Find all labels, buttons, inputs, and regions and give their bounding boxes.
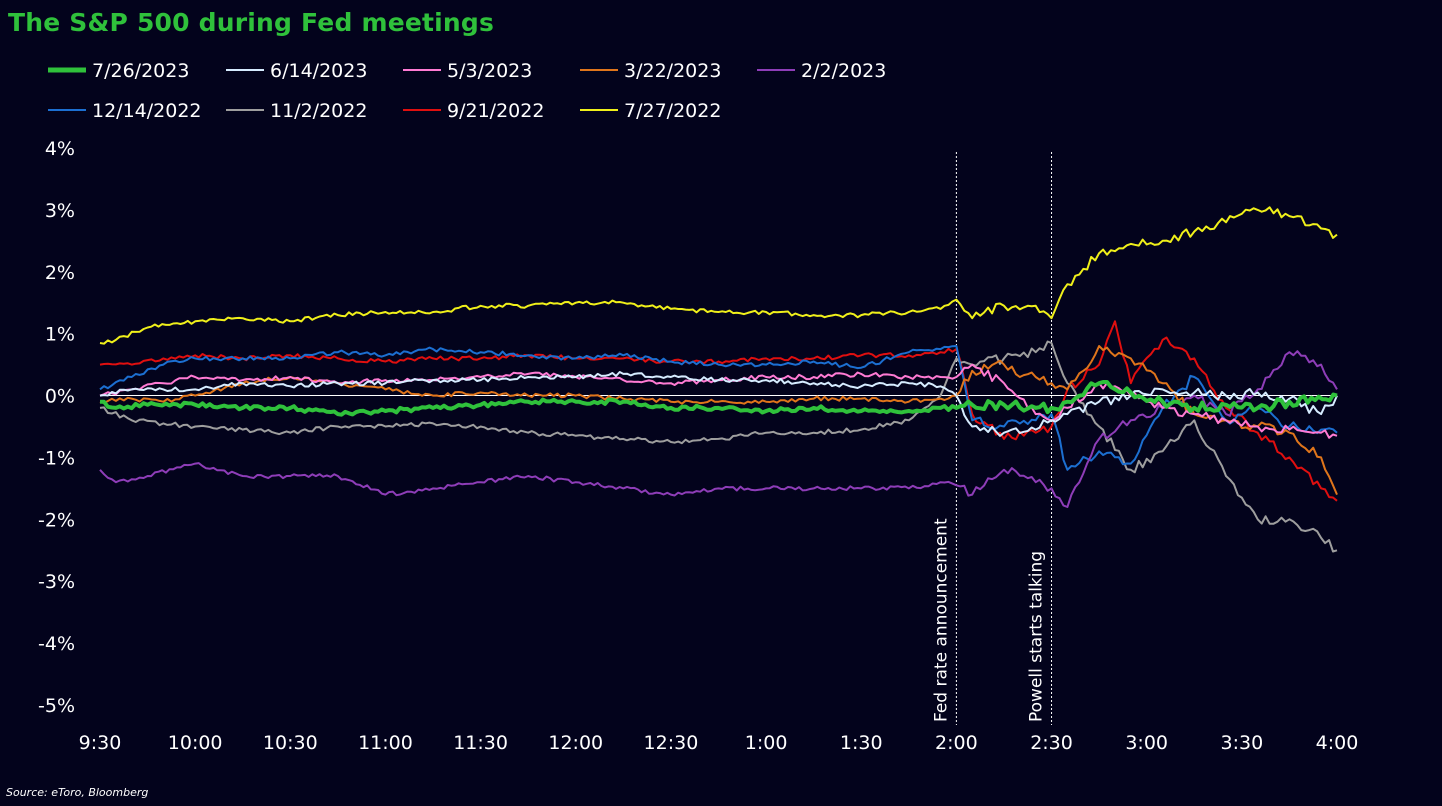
source-note: Source: eToro, Bloomberg [6, 786, 149, 799]
legend-label: 2/2/2023 [801, 60, 886, 82]
plot-lines [99, 206, 1338, 553]
legend-label: 12/14/2022 [92, 100, 202, 122]
legend-label: 7/26/2023 [92, 60, 189, 82]
x-tick-label: 9:30 [79, 732, 122, 754]
x-tick-label: 10:00 [168, 732, 223, 754]
x-tick-label: 11:00 [358, 732, 413, 754]
x-tick-label: 1:30 [840, 732, 883, 754]
legend-label: 9/21/2022 [447, 100, 544, 122]
legend-label: 3/22/2023 [624, 60, 721, 82]
series-line-3-22-2023 [99, 345, 1338, 495]
x-tick-label: 12:30 [644, 732, 699, 754]
x-axis: 9:30 10:00 10:30 11:00 11:30 12:00 12:30 1:00 1:… [79, 732, 1359, 754]
series-line-12-14-2022 [99, 345, 1338, 471]
y-tick-label: 3% [45, 200, 75, 222]
annotation-label: Powell starts talking [1027, 551, 1047, 722]
x-tick-label: 10:30 [263, 732, 318, 754]
y-tick-label: 4% [45, 138, 75, 160]
y-tick-label: -4% [38, 633, 75, 655]
x-tick-label: 2:30 [1030, 732, 1073, 754]
annotation-label: Fed rate announcement [931, 518, 951, 722]
y-tick-label: -1% [38, 447, 75, 469]
x-tick-label: 12:00 [548, 732, 603, 754]
legend-label: 11/2/2022 [270, 100, 367, 122]
series-line-7-27-2022 [99, 206, 1338, 345]
series-line-7-26-2023 [99, 380, 1338, 417]
x-tick-label: 1:00 [745, 732, 788, 754]
series-line-5-3-2023 [99, 363, 1338, 439]
y-tick-label: -3% [38, 571, 75, 593]
x-tick-label: 3:30 [1221, 732, 1264, 754]
x-tick-label: 2:00 [935, 732, 978, 754]
series-line-11-2-2022 [99, 340, 1338, 553]
x-tick-label: 3:00 [1125, 732, 1168, 754]
y-tick-label: -5% [38, 695, 75, 717]
legend-label: 5/3/2023 [447, 60, 532, 82]
y-tick-label: -2% [38, 509, 75, 531]
y-tick-label: 0% [45, 386, 75, 408]
y-tick-label: 1% [45, 324, 75, 346]
chart-title: The S&P 500 during Fed meetings [8, 8, 495, 37]
y-axis: 4% 3% 2% 1% 0% -1% -2% -3% -4% -5% [38, 138, 75, 717]
x-tick-label: 11:30 [453, 732, 508, 754]
annotations: Fed rate announcement Powell starts talki… [931, 152, 1053, 725]
x-tick-label: 4:00 [1316, 732, 1359, 754]
legend-label: 7/27/2022 [624, 100, 721, 122]
y-tick-label: 2% [45, 262, 75, 284]
legend-label: 6/14/2023 [270, 60, 367, 82]
series-line-2-2-2023 [99, 350, 1338, 508]
series-line-6-14-2023 [99, 371, 1338, 437]
chart-legend: 7/26/2023 6/14/2023 5/3/2023 3/22/2023 2/2/2… [48, 60, 886, 122]
series-line-9-21-2022 [99, 320, 1338, 502]
